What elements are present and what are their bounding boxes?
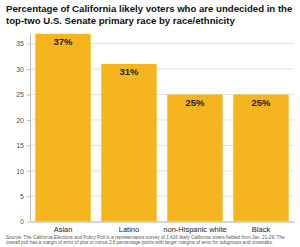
y-tick-mark (27, 171, 30, 172)
data-label: 25% (251, 97, 271, 108)
y-tick: 25 (16, 91, 30, 98)
y-tick-label: 25 (16, 91, 24, 98)
text-line: top-two U.S. Senate primary race by race… (6, 15, 235, 26)
y-tick-mark (27, 69, 30, 70)
y-tick: 20 (16, 117, 30, 124)
text-line: Source: The California Elections and Pol… (6, 235, 285, 240)
y-tick-mark (27, 222, 30, 223)
y-tick: 10 (16, 168, 30, 175)
y-tick-mark (27, 196, 30, 197)
y-tick-mark (27, 145, 30, 146)
y-tick: 5 (20, 193, 30, 200)
x-tick: non-Hispanic white (163, 222, 226, 234)
text-line: Percentage of California likely voters w… (6, 3, 292, 14)
y-tick-label: 10 (16, 168, 24, 175)
x-axis: Asian Latino non-Hispanic white Black (31, 222, 295, 234)
data-label: 25% (185, 97, 205, 108)
x-tick-label: Latino (119, 225, 139, 234)
title: Percentage of California likely voters w… (6, 3, 292, 26)
y-tick-label: 15 (16, 142, 24, 149)
y-axis: 0 5 10 15 20 25 30 35 (16, 34, 30, 225)
x-tick: Latino (119, 222, 139, 234)
y-tick-mark (27, 120, 30, 121)
y-tick-label: 0 (20, 218, 24, 225)
bar (233, 95, 288, 222)
chart: Percentage of California likely voters w… (0, 0, 300, 247)
x-tick-label: Asian (54, 225, 73, 234)
x-tick: Asian (54, 222, 73, 234)
text-line: overall poll has a margin of error of pl… (6, 240, 273, 245)
source-note: Source: The California Elections and Pol… (6, 235, 285, 245)
y-tick: 30 (16, 66, 30, 73)
y-tick-label: 20 (16, 117, 24, 124)
y-tick-label: 5 (20, 193, 24, 200)
data-labels: 37% 31% 25% 25% (53, 36, 271, 108)
y-tick-label: 35 (16, 40, 24, 47)
y-tick: 0 (20, 218, 30, 225)
bars (35, 34, 288, 222)
y-tick: 35 (16, 40, 30, 47)
y-tick-mark (27, 95, 30, 96)
x-tick-label: Black (252, 225, 271, 234)
x-axis-line (31, 222, 295, 223)
data-label: 31% (119, 66, 139, 77)
data-label: 37% (53, 36, 73, 47)
x-tick-label: non-Hispanic white (163, 225, 226, 234)
bar (101, 64, 156, 222)
y-tick: 15 (16, 142, 30, 149)
y-tick-mark (27, 44, 30, 45)
y-tick-label: 30 (16, 66, 24, 73)
y-axis-line (30, 34, 31, 222)
bar (167, 95, 222, 222)
x-tick: Black (252, 222, 271, 234)
bar (35, 34, 90, 222)
